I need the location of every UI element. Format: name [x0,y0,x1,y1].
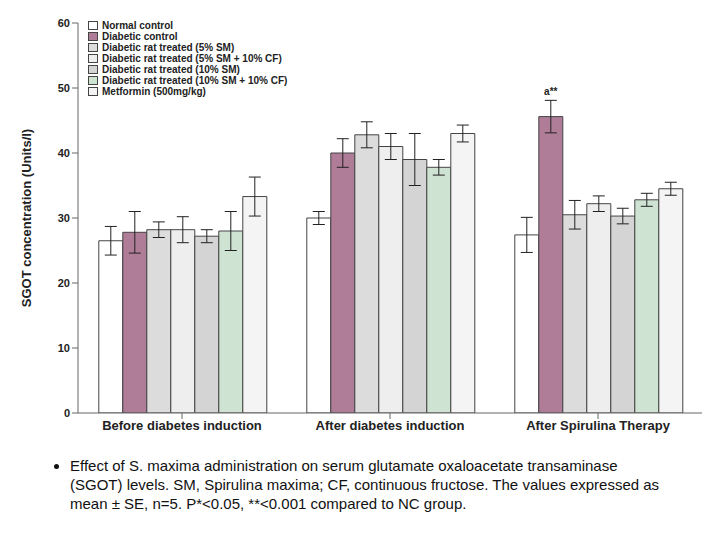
svg-text:After Spirulina Therapy: After Spirulina Therapy [526,418,671,433]
html-text:Diabetic rat treated (10% SM +: Diabetic rat treated (10% SM + 10% CF) [102,75,288,86]
svg-text:0: 0 [64,407,70,419]
svg-text:After diabetes induction: After diabetes induction [316,418,465,433]
html-text:Metformin (500mg/kg): Metformin (500mg/kg) [102,86,206,97]
svg-text:SGOT concentration (Units/l): SGOT concentration (Units/l) [19,129,34,307]
html-text:Effect of S. maxima administra: Effect of S. maxima administration on se… [70,457,660,512]
svg-text:Before diabetes induction: Before diabetes induction [102,418,262,433]
svg-text:20: 20 [58,277,70,289]
html-text:Diabetic rat treated (5% SM +: Diabetic rat treated (5% SM + 10% CF) [102,53,282,64]
svg-text:50: 50 [58,82,70,94]
html-text:Diabetic rat treated (10% SM): Diabetic rat treated (10% SM) [102,64,240,75]
svg-text:10: 10 [58,342,70,354]
svg-text:40: 40 [58,147,70,159]
html-text:Normal control: Normal control [102,20,174,31]
html-text:Diabetic rat treated (5% SM): Diabetic rat treated (5% SM) [102,42,235,53]
svg-text:30: 30 [58,212,70,224]
svg-text:60: 60 [58,17,70,29]
html-text:Diabetic control: Diabetic control [102,31,178,42]
svg-text:a**: a** [544,86,557,97]
